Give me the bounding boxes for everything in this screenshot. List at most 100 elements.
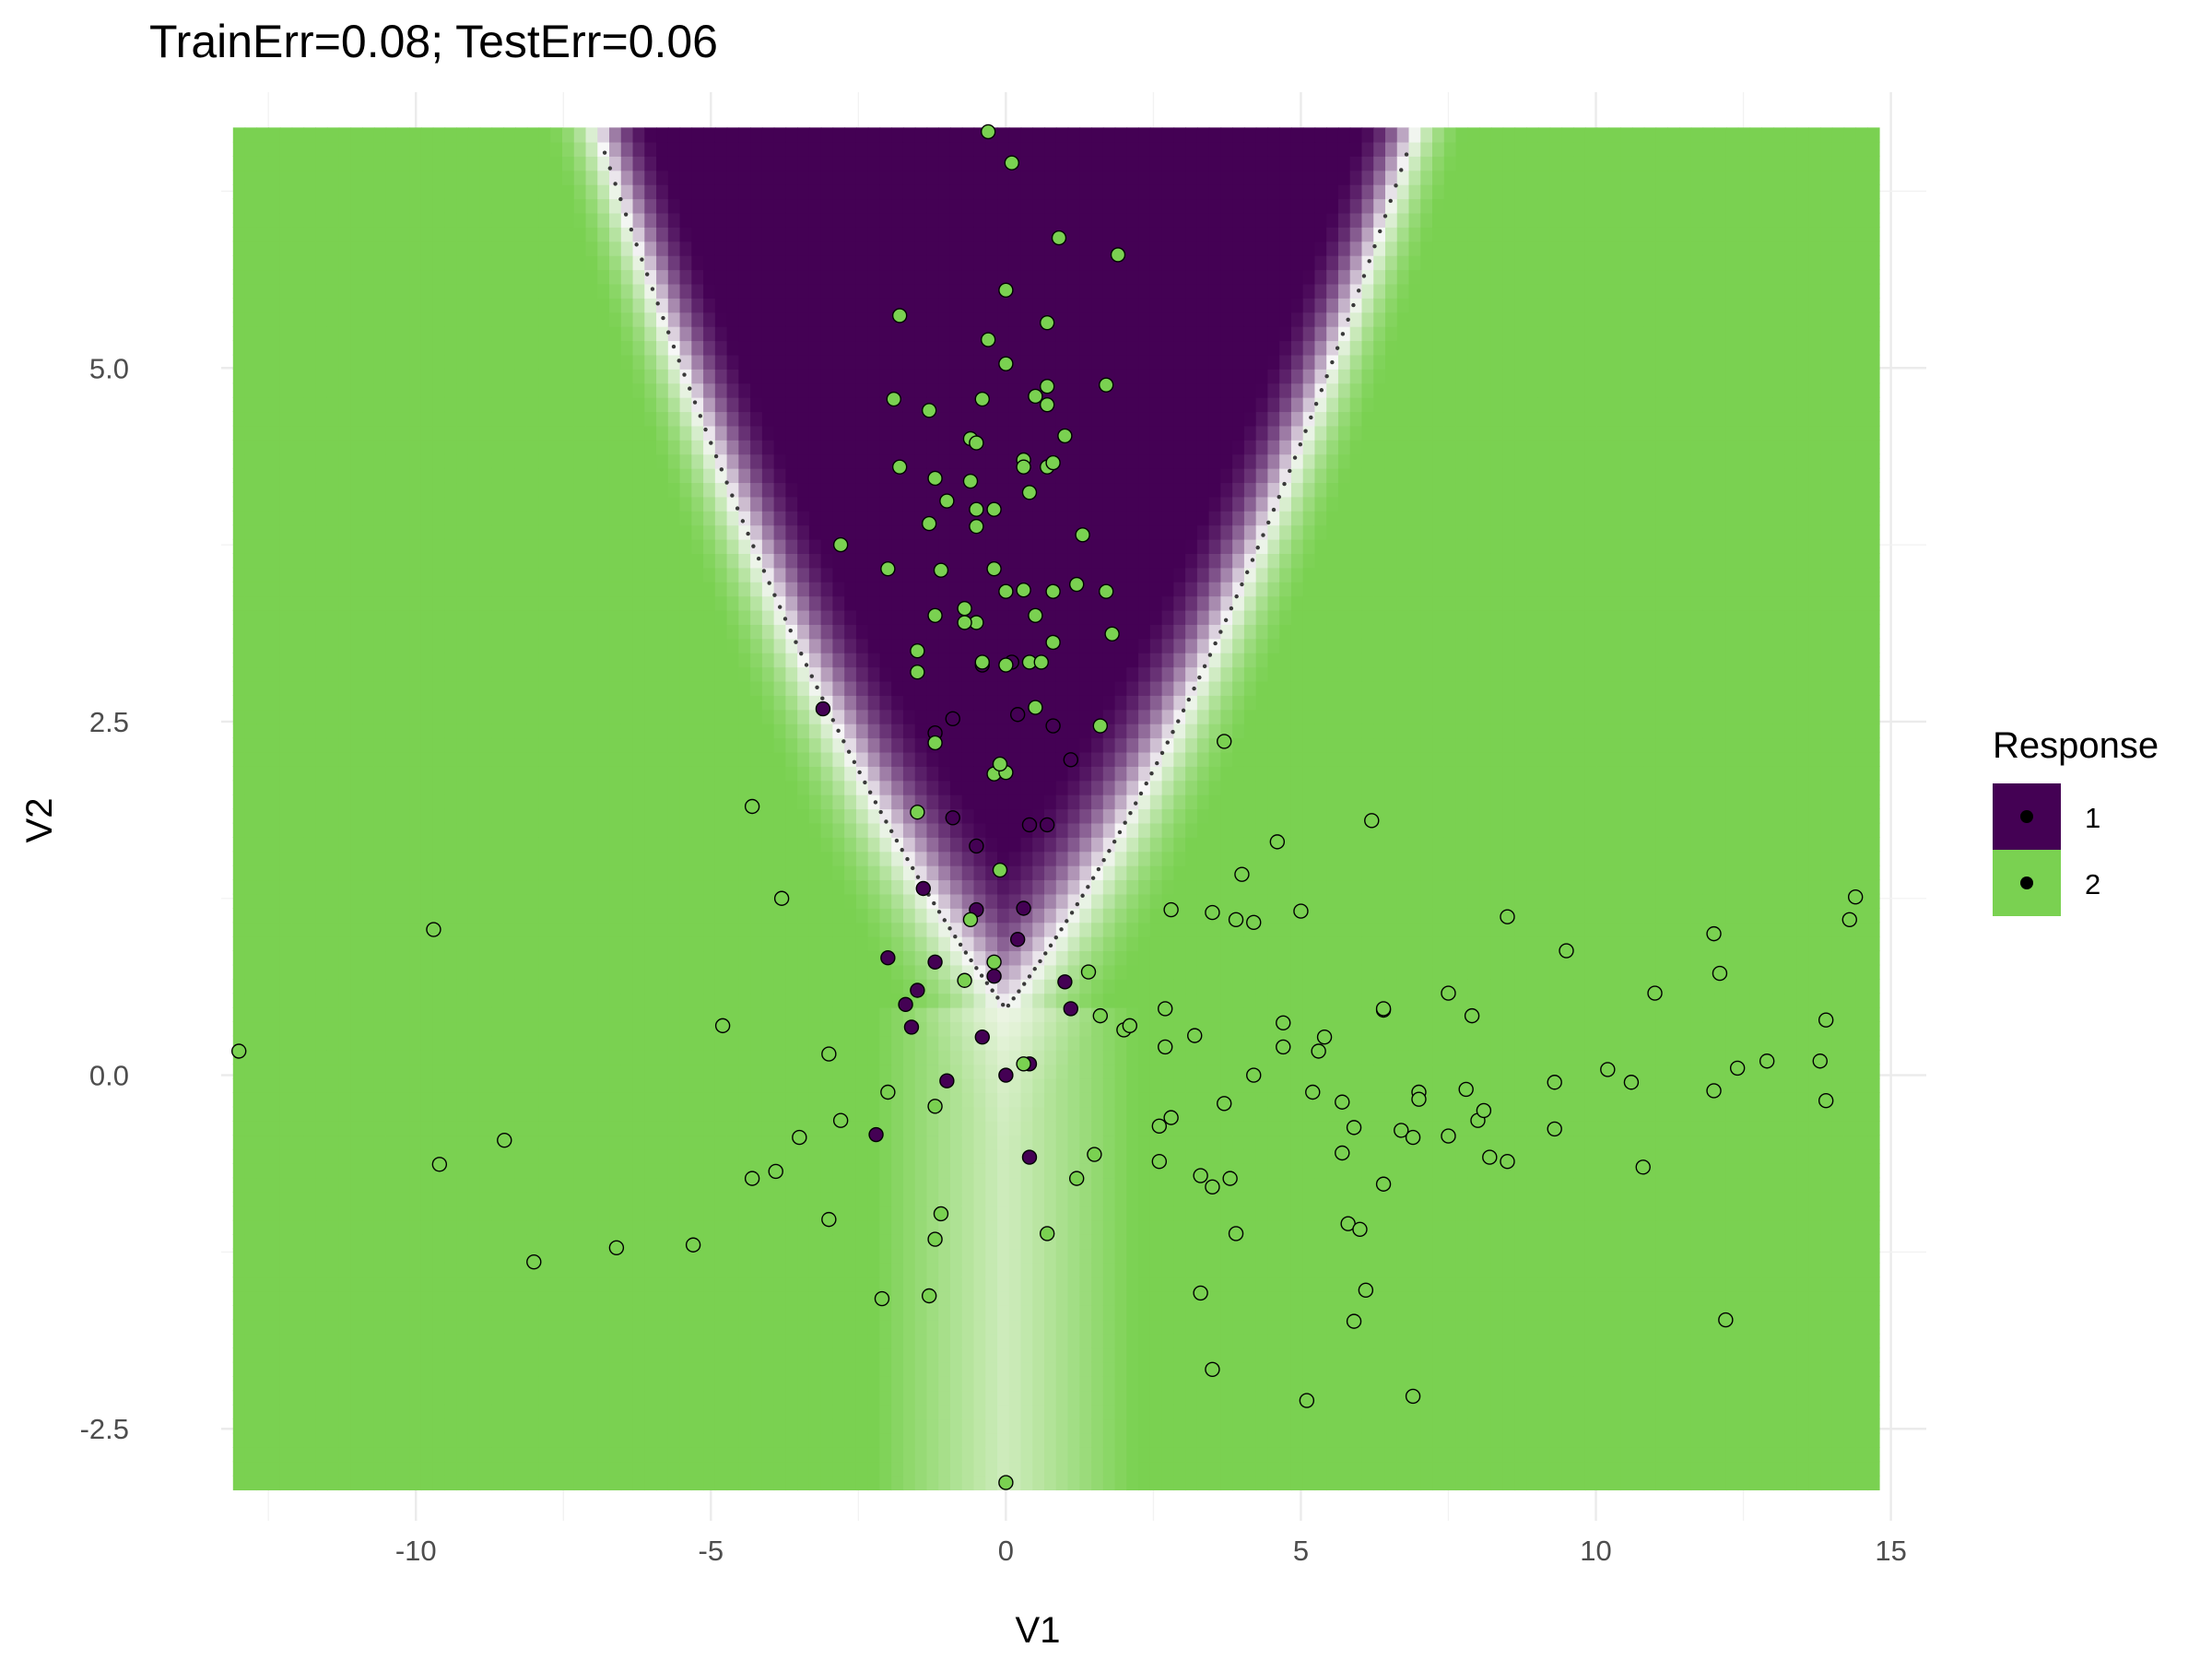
heatmap-cell [385,156,399,171]
heatmap-cell [432,964,446,980]
heatmap-cell [585,709,599,724]
heatmap-cell [785,127,798,143]
heatmap-cell [597,1135,610,1150]
heatmap-cell [609,354,622,370]
heatmap-cell [409,922,422,937]
heatmap-cell [491,1305,505,1321]
heatmap-cell [808,1361,822,1377]
heatmap-cell [279,283,293,299]
heatmap-cell [479,396,493,413]
heatmap-cell [585,935,599,952]
heatmap-cell [703,1077,716,1093]
heatmap-cell [491,354,505,370]
heatmap-cell [620,1376,634,1392]
heatmap-cell [785,1432,798,1448]
heatmap-cell [691,822,704,838]
heatmap-cell [820,567,834,582]
heatmap-cell [773,1106,787,1122]
heatmap-cell [385,1148,399,1164]
heatmap-cell [279,482,293,498]
heatmap-cell [291,1092,305,1108]
heatmap-cell [350,325,363,342]
heatmap-cell [373,1163,387,1179]
heatmap-cell [750,1206,763,1221]
heatmap-cell [397,440,410,455]
heatmap-cell [562,1475,575,1491]
heatmap-cell [773,1148,787,1164]
heatmap-cell [350,737,363,753]
heatmap-cell [773,652,787,668]
heatmap-cell [609,922,622,937]
heatmap-cell [714,794,728,810]
heatmap-cell [714,1319,728,1335]
heatmap-cell [303,312,316,327]
heatmap-cell [526,794,540,810]
heatmap-cell [397,524,410,540]
heatmap-cell [385,1163,399,1179]
heatmap-cell [456,581,469,597]
heatmap-cell [750,695,763,711]
heatmap-cell [350,709,363,724]
heatmap-cell [679,511,693,526]
heatmap-cell [562,1163,575,1179]
heatmap-cell [420,1319,434,1335]
heatmap-cell [550,908,563,924]
heatmap-cell [632,325,646,342]
heatmap-cell [656,396,669,413]
heatmap-cell [409,1234,422,1250]
heatmap-cell [256,1404,269,1420]
heatmap-cell [456,269,469,285]
heatmap-cell [714,709,728,724]
heatmap-cell [467,283,481,299]
heatmap-cell [703,1120,716,1136]
heatmap-cell [279,183,293,200]
heatmap-cell [373,382,387,398]
heatmap-cell [773,879,787,895]
heatmap-cell [385,666,399,682]
heatmap-cell [785,156,798,171]
heatmap-cell [526,893,540,909]
heatmap-cell [620,964,634,980]
heatmap-cell [808,1120,822,1136]
heatmap-cell [279,1418,293,1434]
heatmap-cell [432,1418,446,1434]
heatmap-cell [338,227,352,242]
heatmap-cell [444,609,457,625]
heatmap-cell [785,709,798,724]
heatmap-cell [585,283,599,299]
heatmap-cell [244,1092,258,1108]
heatmap-cell [338,1234,352,1250]
heatmap-cell [491,198,505,214]
heatmap-cell [514,396,528,413]
heatmap-cell [456,865,469,881]
heatmap-cell [467,369,481,384]
heatmap-cell [467,411,481,427]
heatmap-cell [703,1418,716,1434]
heatmap-cell [691,879,704,895]
heatmap-cell [491,1432,505,1448]
heatmap-cell [503,553,516,569]
heatmap-cell [679,254,693,271]
heatmap-cell [303,1035,316,1051]
heatmap-cell [538,241,552,256]
heatmap-cell [256,1333,269,1349]
heatmap-cell [609,325,622,342]
heatmap-cell [679,496,693,512]
heatmap-cell [244,624,258,640]
heatmap-cell [444,1262,457,1278]
heatmap-cell [503,595,516,611]
heatmap-cell [573,227,587,242]
heatmap-cell [691,638,704,653]
heatmap-cell [514,624,528,640]
heatmap-cell [397,1432,410,1448]
heatmap-cell [785,325,798,342]
heatmap-cell [644,709,657,724]
heatmap-cell [562,467,575,484]
heatmap-cell [632,1319,646,1335]
heatmap-cell [291,1305,305,1321]
heatmap-cell [256,425,269,441]
heatmap-cell [679,482,693,498]
heatmap-cell [420,766,434,782]
heatmap-cell [268,964,281,980]
heatmap-cell [303,325,316,342]
